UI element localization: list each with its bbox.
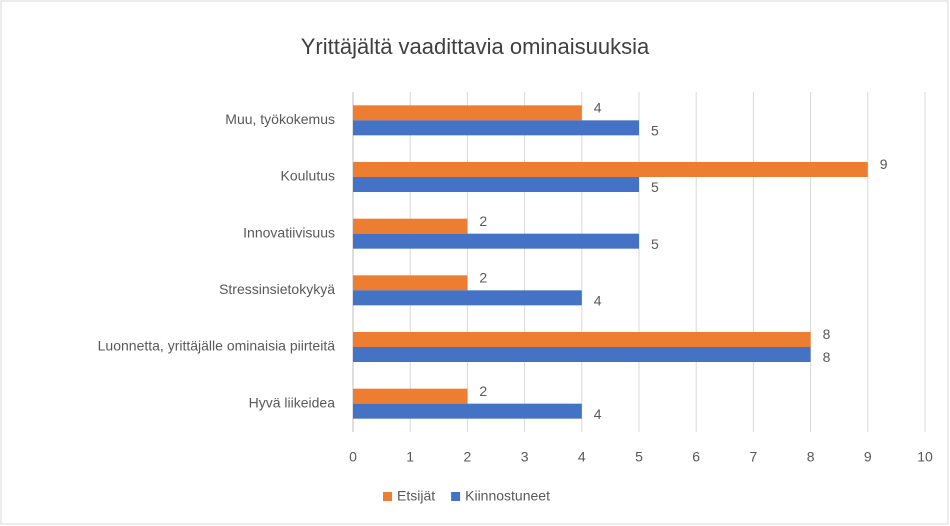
y-tick-label: Koulutus	[281, 168, 335, 184]
data-label: 8	[823, 326, 831, 342]
data-label: 5	[651, 123, 659, 139]
bar	[353, 388, 468, 404]
legend-label: Etsijät	[397, 488, 435, 504]
y-tick-label: Hyvä liikeidea	[249, 394, 336, 410]
bar	[353, 275, 468, 291]
bar	[353, 105, 582, 121]
x-tick-label: 5	[635, 449, 643, 465]
y-tick-label: Muu, työkokemus	[225, 111, 335, 127]
bar	[353, 332, 811, 347]
data-label: 8	[823, 349, 831, 365]
y-tick-label: Stressinsietokykyä	[219, 281, 335, 297]
bar	[353, 218, 468, 234]
x-tick-label: 10	[917, 449, 933, 465]
y-tick-label: Innovatiivisuus	[243, 224, 335, 240]
data-label: 2	[479, 213, 487, 229]
legend-label: Kiinnostuneet	[465, 488, 550, 504]
x-tick-label: 4	[578, 449, 586, 465]
legend-swatch	[451, 492, 461, 501]
bar	[353, 347, 811, 362]
data-label: 4	[594, 100, 602, 116]
x-tick-label: 8	[807, 449, 815, 465]
x-tick-label: 6	[692, 449, 700, 465]
bar	[353, 233, 639, 249]
bar	[353, 177, 639, 192]
legend-swatch	[383, 492, 392, 501]
data-label: 4	[594, 406, 602, 422]
bar	[353, 120, 639, 136]
data-label: 5	[651, 236, 659, 252]
bar	[353, 403, 582, 419]
bar	[353, 162, 868, 177]
data-label: 2	[479, 383, 487, 399]
bar	[353, 290, 582, 306]
x-tick-label: 7	[750, 449, 758, 465]
chart-title: Yrittäjältä vaadittavia ominaisuuksia	[301, 34, 650, 59]
data-label: 9	[880, 156, 888, 172]
data-label: 5	[651, 179, 659, 195]
x-tick-label: 0	[349, 449, 357, 465]
data-label: 4	[594, 293, 602, 309]
x-tick-label: 1	[406, 449, 414, 465]
x-tick-label: 2	[464, 449, 472, 465]
x-tick-label: 3	[521, 449, 529, 465]
data-label: 2	[479, 270, 487, 286]
y-tick-label: Luonnetta, yrittäjälle ominaisia piirtei…	[98, 338, 336, 354]
x-tick-label: 9	[864, 449, 872, 465]
